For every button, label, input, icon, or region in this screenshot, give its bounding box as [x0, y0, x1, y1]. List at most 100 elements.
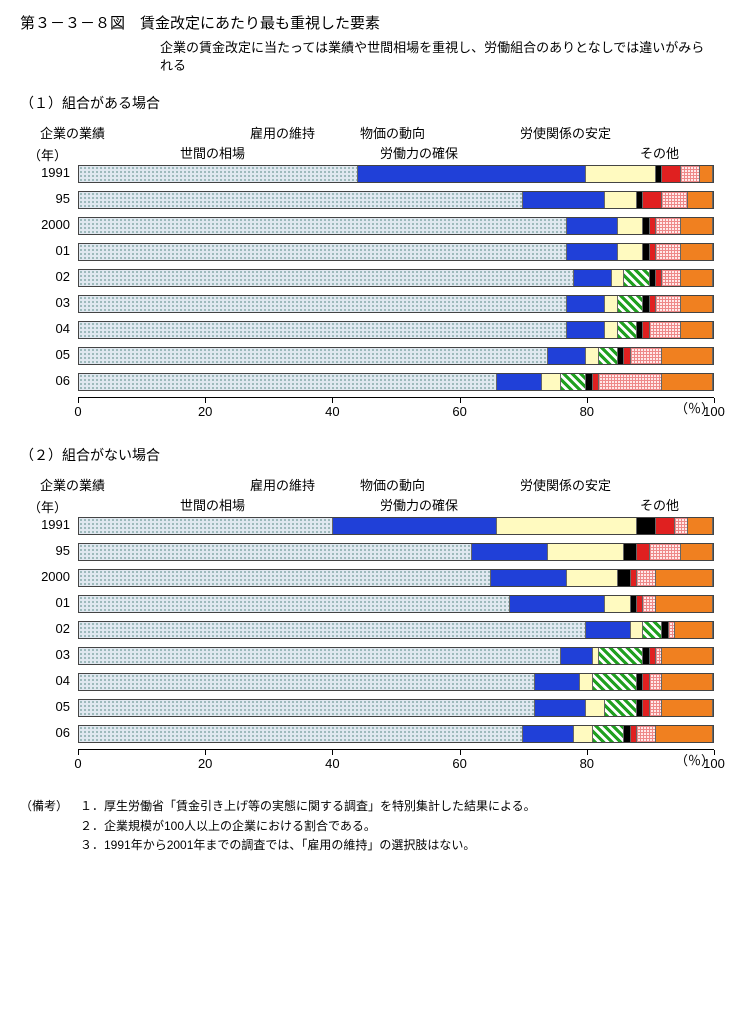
- segment-pat-blue: [535, 674, 579, 690]
- segment-pat-blue: [523, 726, 574, 742]
- segment-pat-orange: [662, 700, 713, 716]
- bar-track: [78, 269, 714, 287]
- segment-pat-yellow: [548, 544, 624, 560]
- x-tick: [332, 398, 333, 403]
- y-tick-03: 03: [28, 647, 70, 662]
- segment-pat-pink: [656, 244, 681, 260]
- bar-track: [78, 595, 714, 613]
- legend-労使関係の安定: 労使関係の安定: [520, 123, 611, 142]
- y-tick-05: 05: [28, 699, 70, 714]
- legend-物価の動向: 物価の動向: [360, 123, 425, 142]
- segment-pat-green: [593, 726, 625, 742]
- section-1-label: （１）組合がある場合: [20, 93, 714, 113]
- y-tick-01: 01: [28, 595, 70, 610]
- bar-track: [78, 543, 714, 561]
- y-tick-05: 05: [28, 347, 70, 362]
- segment-pat-dots: [79, 348, 548, 364]
- y-tick-04: 04: [28, 673, 70, 688]
- bar-row-06: [78, 369, 714, 395]
- segment-pat-blue: [497, 374, 541, 390]
- legend-労使関係の安定: 労使関係の安定: [520, 475, 611, 494]
- bar-row-04: [78, 317, 714, 343]
- segment-pat-yellow: [580, 674, 593, 690]
- bar-row-01: [78, 591, 714, 617]
- segment-pat-green: [599, 648, 643, 664]
- bar-row-2000: [78, 213, 714, 239]
- y-tick-02: 02: [28, 621, 70, 636]
- segment-pat-orange: [681, 218, 713, 234]
- segment-pat-orange: [662, 674, 713, 690]
- x-tick: [78, 750, 79, 755]
- x-tick: [587, 750, 588, 755]
- x-tick: [714, 398, 715, 403]
- chart-without-union: 企業の業績世間の相場雇用の維持物価の動向労働力の確保労使関係の安定その他 （年）…: [20, 475, 714, 767]
- y-axis-label-1: （年）: [28, 145, 67, 164]
- segment-pat-blue: [567, 218, 618, 234]
- bar-row-04: [78, 669, 714, 695]
- x-axis-1: （％） 020406080100: [78, 397, 714, 415]
- segment-pat-blue: [567, 296, 605, 312]
- segment-pat-blue: [535, 700, 586, 716]
- y-tick-02: 02: [28, 269, 70, 284]
- bar-row-03: [78, 643, 714, 669]
- segment-pat-orange: [656, 596, 713, 612]
- legend-row-2: 企業の業績世間の相場雇用の維持物価の動向労働力の確保労使関係の安定その他: [20, 475, 714, 513]
- bar-track: [78, 373, 714, 391]
- note-3: ３．1991年から2001年までの調査では、「雇用の維持」の選択肢はない。: [80, 836, 475, 855]
- bar-row-05: [78, 695, 714, 721]
- segment-pat-dots: [79, 726, 523, 742]
- x-tick-label: 20: [198, 404, 212, 419]
- bar-track: [78, 673, 714, 691]
- segment-pat-pink: [662, 270, 681, 286]
- bar-row-95: [78, 187, 714, 213]
- chart-with-union: 企業の業績世間の相場雇用の維持物価の動向労働力の確保労使関係の安定その他 （年）…: [20, 123, 714, 415]
- bars-area-2: （年） 1991952000010203040506: [78, 513, 714, 747]
- segment-pat-green: [599, 348, 618, 364]
- segment-pat-orange: [681, 270, 713, 286]
- y-tick-01: 01: [28, 243, 70, 258]
- segment-pat-dots: [79, 518, 333, 534]
- x-tick-label: 40: [325, 756, 339, 771]
- segment-pat-yellow: [605, 322, 618, 338]
- segment-pat-dots: [79, 218, 567, 234]
- segment-pat-yellow: [605, 596, 630, 612]
- bar-row-02: [78, 265, 714, 291]
- y-axis-label-2: （年）: [28, 497, 67, 516]
- x-tick-label: 20: [198, 756, 212, 771]
- segment-pat-yellow: [542, 374, 561, 390]
- segment-pat-pink: [650, 544, 682, 560]
- segment-pat-blue: [491, 570, 567, 586]
- segment-pat-black: [624, 544, 637, 560]
- segment-pat-pink: [643, 596, 656, 612]
- bar-track: [78, 191, 714, 209]
- segment-pat-green: [593, 674, 637, 690]
- segment-pat-green: [618, 296, 643, 312]
- legend-労働力の確保: 労働力の確保: [380, 143, 458, 162]
- segment-pat-dots: [79, 570, 491, 586]
- bar-track: [78, 347, 714, 365]
- legend-労働力の確保: 労働力の確保: [380, 495, 458, 514]
- segment-pat-black: [637, 518, 656, 534]
- x-tick-label: 60: [452, 756, 466, 771]
- segment-pat-dots: [79, 166, 358, 182]
- segment-pat-dots: [79, 244, 567, 260]
- segment-pat-red: [643, 192, 662, 208]
- legend-世間の相場: 世間の相場: [180, 143, 245, 162]
- segment-pat-pink: [631, 348, 663, 364]
- bar-track: [78, 699, 714, 717]
- bar-track: [78, 621, 714, 639]
- note-1: １．厚生労働省「賃金引き上げ等の実態に関する調査」を特別集計した結果による。: [80, 797, 536, 816]
- y-tick-06: 06: [28, 725, 70, 740]
- y-tick-03: 03: [28, 295, 70, 310]
- x-tick-label: 100: [703, 404, 725, 419]
- y-tick-06: 06: [28, 373, 70, 388]
- x-tick: [460, 398, 461, 403]
- x-tick: [587, 398, 588, 403]
- y-tick-2000: 2000: [28, 217, 70, 232]
- bar-track: [78, 217, 714, 235]
- bar-row-01: [78, 239, 714, 265]
- x-axis-2: （％） 020406080100: [78, 749, 714, 767]
- segment-pat-pink: [637, 726, 656, 742]
- segment-pat-dots: [79, 322, 567, 338]
- segment-pat-yellow: [574, 726, 593, 742]
